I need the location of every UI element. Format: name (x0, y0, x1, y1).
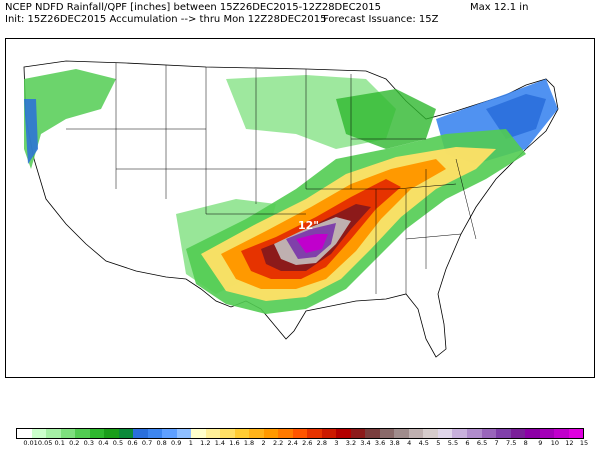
colorbar-tick-label: 5 (436, 439, 441, 447)
colorbar-swatch (539, 429, 555, 438)
colorbar-tick-label: 3 (334, 439, 339, 447)
state-boundaries (66, 63, 477, 294)
colorbar-tick-label: 4.5 (418, 439, 429, 447)
colorbar-tick-label: 2.2 (272, 439, 284, 447)
colorbar-swatch (466, 429, 482, 438)
colorbar-tick-label: 0.9 (171, 439, 182, 447)
colorbar-swatch (437, 429, 453, 438)
colorbar-swatch (234, 429, 250, 438)
colorbar-tick-label: 2.6 (302, 439, 313, 447)
colorbar-swatch (510, 429, 526, 438)
colorbar-tick-label: 0.3 (83, 439, 94, 447)
colorbar-swatch (31, 429, 47, 438)
colorbar-tick-label: 3.6 (374, 439, 386, 447)
colorbar-swatch (452, 429, 467, 438)
colorbar-tick-label: 0.8 (156, 439, 167, 447)
colorbar-swatch (89, 429, 105, 438)
colorbar-tick-label: 7.5 (506, 439, 517, 447)
colorbar-tick-label: 15 (579, 439, 589, 447)
colorbar-swatch (278, 429, 293, 438)
colorbar-swatch (205, 429, 221, 438)
colorbar-tick-label: 8 (523, 439, 528, 447)
colorbar-tick-label: 7 (494, 439, 499, 447)
colorbar-tick-label: 1 (188, 439, 193, 447)
precip-pacific-nw (24, 69, 116, 169)
forecast-issuance-label: Forecast Issuance: 15Z (323, 14, 439, 25)
colorbar-swatch (423, 429, 438, 438)
colorbar-swatch (496, 429, 511, 438)
colorbar-swatch (133, 429, 148, 438)
colorbar-swatch (249, 429, 264, 438)
map-canvas (6, 39, 594, 377)
colorbar-swatch (162, 429, 177, 438)
colorbar-swatch (481, 429, 497, 438)
colorbar-tick-label: 4 (407, 439, 412, 447)
colorbar-tick-label: 1.6 (229, 439, 240, 447)
colorbar-swatch (147, 429, 163, 438)
colorbar-tick-label: 9 (538, 439, 543, 447)
colorbar-tick-label: 3.4 (360, 439, 371, 447)
colorbar-tick-label: 0.5 (112, 439, 124, 447)
colorbar-tick-label: 0.05 (37, 439, 53, 447)
colorbar-swatch (263, 429, 279, 438)
peak-label: 12" (298, 219, 320, 232)
colorbar-swatch (307, 429, 322, 438)
colorbar-swatch (104, 429, 119, 438)
colorbar-tick-label: 1.2 (200, 439, 211, 447)
colorbar-swatch (525, 429, 540, 438)
colorbar-tick-label: 0.01 (23, 439, 38, 447)
colorbar-swatch (554, 429, 569, 438)
colorbar-swatch (191, 429, 206, 438)
precip-northeast-dark (486, 94, 546, 139)
colorbar-swatch (220, 429, 235, 438)
colorbar-tick-label: 0.4 (98, 439, 109, 447)
map-title-line2: Init: 15Z26DEC2015 Accumulation --> thru… (5, 14, 327, 25)
colorbar-tick-label: 3.2 (345, 439, 357, 447)
colorbar-tick-label: 2 (261, 439, 266, 447)
colorbar-swatch (365, 429, 380, 438)
colorbar-tick-label: 0.2 (69, 439, 80, 447)
precipitation-map: 12" (5, 38, 595, 378)
colorbar-swatch (118, 429, 134, 438)
colorbar-swatch (17, 429, 32, 438)
colorbar-tick-label: 5.5 (447, 439, 459, 447)
colorbar-tick-label: 6.5 (476, 439, 488, 447)
colorbar-tick-label: 2.4 (287, 439, 298, 447)
precip-great-lakes (336, 89, 436, 149)
colorbar-swatch (568, 429, 584, 438)
colorbar-tick-label: 6 (465, 439, 470, 447)
colorbar-tick-label: 3.8 (389, 439, 400, 447)
max-value-label: Max 12.1 in (470, 2, 529, 13)
precip-core-magenta (296, 234, 328, 253)
colorbar-tick-label: 1.4 (214, 439, 226, 447)
colorbar-swatch (60, 429, 76, 438)
colorbar-swatch (75, 429, 90, 438)
precip-pacific-coast-blue (24, 99, 38, 164)
colorbar-tick-label: 2.8 (316, 439, 328, 447)
colorbar-tick-label: 0.6 (127, 439, 138, 447)
colorbar-tick-label: 0.1 (54, 439, 65, 447)
colorbar (16, 428, 584, 439)
colorbar-swatch (46, 429, 61, 438)
colorbar-tick-label: 12 (565, 439, 574, 447)
colorbar-swatch (379, 429, 395, 438)
colorbar-swatch (292, 429, 308, 438)
colorbar-swatch (321, 429, 337, 438)
colorbar-tick-label: 0.7 (141, 439, 153, 447)
colorbar-tick-label: 10 (550, 439, 559, 447)
colorbar-labels: 0.01 0.05 0.1 0.2 0.3 0.4 0.5 0.6 0.7 0.8 0.9 1 1.2 1… (16, 439, 588, 449)
colorbar-tick-label: 1.8 (243, 439, 255, 447)
colorbar-swatch (336, 429, 351, 438)
colorbar-swatch (350, 429, 366, 438)
colorbar-swatch (408, 429, 424, 438)
colorbar-swatch (176, 429, 192, 438)
map-title-line1: NCEP NDFD Rainfall/QPF [inches] between … (5, 2, 382, 13)
colorbar-swatch (394, 429, 409, 438)
